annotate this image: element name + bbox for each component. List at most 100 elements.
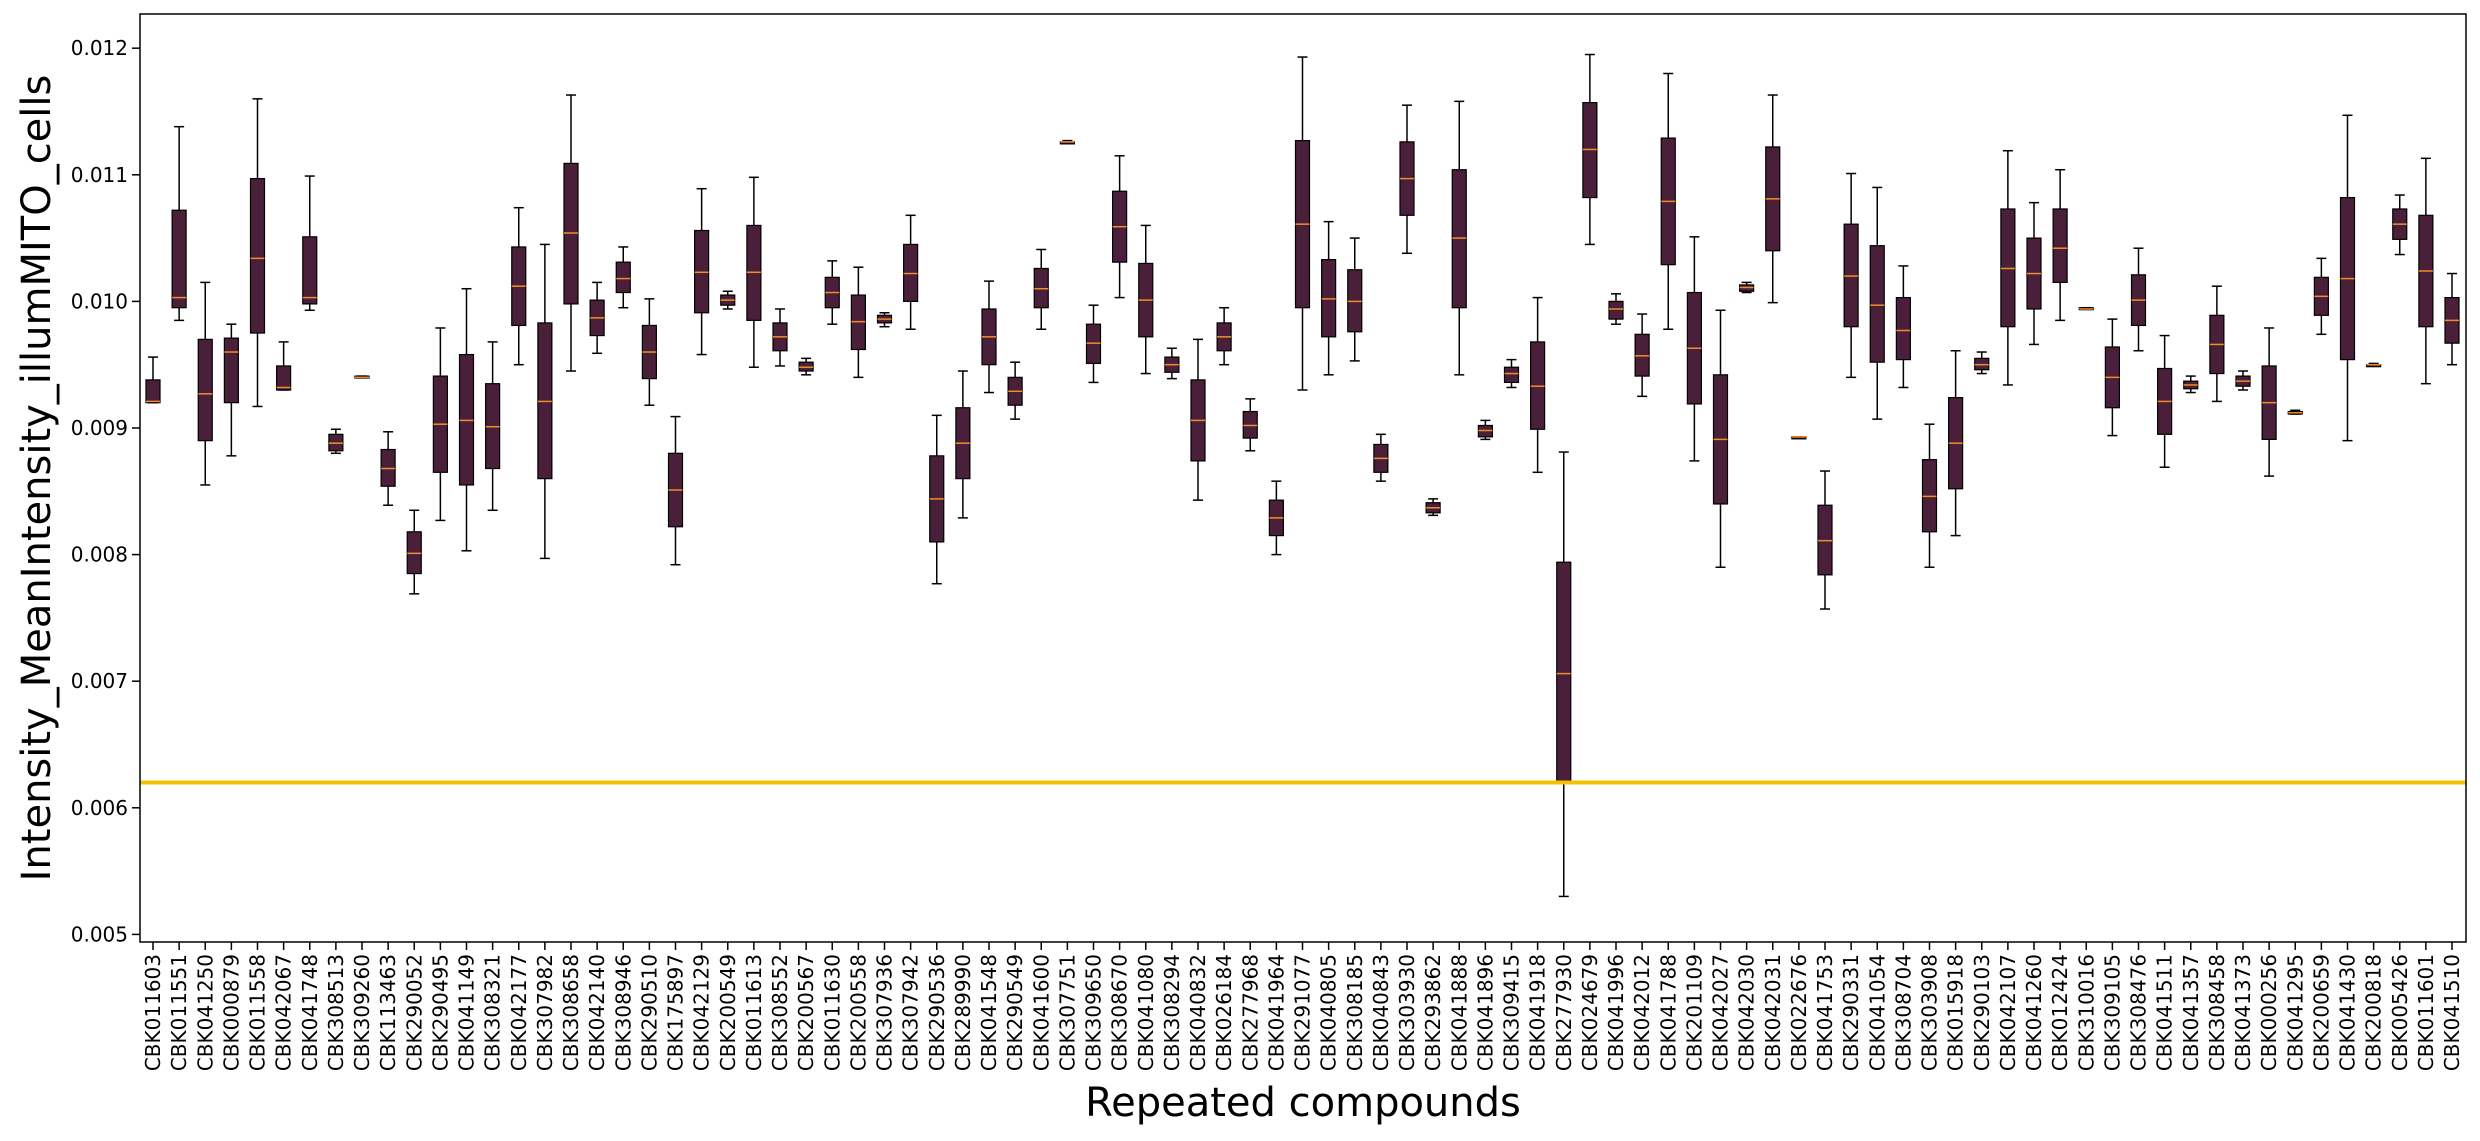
x-tick-label: CBK290103 [1970, 954, 1994, 1071]
y-tick-label: 0.011 [71, 163, 128, 187]
box-CBK310016 [2078, 306, 2094, 311]
box-body [197, 338, 213, 442]
x-tick-label: CBK310016 [2074, 954, 2098, 1071]
box-CBK041510 [2444, 272, 2460, 366]
x-tick-label: CBK040843 [1369, 954, 1393, 1071]
box-CBK011551 [171, 125, 187, 322]
x-tick-label: CBK042027 [1709, 954, 1733, 1071]
box-CBK041548 [981, 280, 997, 394]
box-CBK041080 [1138, 224, 1154, 375]
box-CBK308458 [2209, 285, 2225, 403]
x-tick-label: CBK175897 [664, 954, 688, 1071]
x-tick-label: CBK200567 [794, 954, 818, 1071]
box-CBK303908 [1921, 423, 1938, 569]
box-CBK307942 [903, 214, 919, 330]
x-tick-label: CBK303930 [1395, 954, 1419, 1071]
box-CBK307982 [537, 243, 553, 560]
x-tick-label: CBK011551 [167, 954, 191, 1071]
box-CBK308321 [485, 341, 501, 512]
box-CBK042129 [694, 187, 710, 356]
x-tick-label: CBK041373 [2231, 954, 2255, 1071]
y-axis-ticks: 0.005 0.006 0.007 0.008 0.009 0.010 0.011 0.012 [71, 36, 140, 946]
box-CBK042140 [589, 281, 605, 355]
x-tick-label: CBK041149 [455, 954, 479, 1071]
box-CBK041753 [1817, 470, 1833, 610]
x-tick-label: CBK307751 [1055, 954, 1079, 1071]
x-tick-label: CBK041357 [2179, 954, 2203, 1071]
x-tick-label: CBK000256 [2257, 954, 2281, 1071]
box-CBK041511 [2157, 334, 2173, 468]
x-tick-label: CBK011601 [2414, 954, 2438, 1071]
x-tick-label: CBK308946 [611, 954, 635, 1071]
x-tick-label: CBK041918 [1526, 954, 1550, 1071]
box-series [145, 53, 2460, 898]
y-tick-label: 0.012 [71, 36, 128, 60]
box-CBK290103 [1974, 351, 1990, 375]
box-CBK041996 [1608, 293, 1624, 325]
y-axis-title: Intensity_MeanIntensity_illumMITO_cells [14, 75, 60, 882]
box-body [1556, 561, 1572, 784]
x-tick-label: CBK011558 [246, 954, 270, 1071]
box-CBK277968 [1242, 398, 1258, 452]
box-CBK201109 [1686, 236, 1702, 462]
x-tick-label: CBK041964 [1264, 954, 1288, 1071]
x-tick-label: CBK042129 [690, 954, 714, 1071]
x-tick-label: CBK042177 [507, 954, 531, 1071]
box-CBK308185 [1347, 237, 1363, 362]
box-CBK041896 [1477, 419, 1493, 441]
box-CBK291077 [1294, 56, 1311, 391]
box-body [1608, 300, 1624, 320]
box-CBK041964 [1268, 480, 1284, 556]
x-tick-label: CBK041896 [1473, 954, 1497, 1071]
box-CBK290331 [1843, 172, 1859, 379]
x-tick-label: CBK041996 [1604, 954, 1628, 1071]
box-CBK290052 [406, 509, 422, 595]
box-CBK041748 [302, 175, 318, 312]
box-body [1503, 366, 1520, 384]
box-CBK015918 [1948, 350, 1964, 537]
box-CBK040843 [1373, 433, 1389, 482]
x-tick-label: CBK041510 [2440, 954, 2464, 1071]
box-CBK113463 [380, 431, 396, 506]
x-tick-label: CBK042030 [1735, 954, 1759, 1071]
box-CBK200818 [2366, 362, 2382, 368]
box-CBK022676 [1791, 436, 1807, 440]
x-tick-label: CBK041250 [193, 954, 217, 1071]
box-CBK293862 [1425, 498, 1441, 517]
box-CBK000879 [223, 323, 239, 457]
box-CBK041918 [1530, 296, 1546, 474]
box-CBK308476 [2130, 247, 2147, 352]
x-tick-label: CBK041753 [1813, 954, 1837, 1071]
box-CBK026184 [1216, 306, 1232, 366]
box-CBK042012 [1634, 313, 1650, 398]
x-tick-label: CBK200659 [2309, 954, 2333, 1071]
box-body [276, 365, 292, 391]
box-CBK307751 [1059, 139, 1075, 145]
y-tick-label: 0.006 [71, 796, 128, 820]
box-CBK290510 [641, 298, 657, 406]
box-CBK041430 [2339, 114, 2356, 442]
x-tick-label: CBK290549 [1003, 954, 1027, 1071]
x-tick-label: CBK024679 [1578, 954, 1602, 1071]
x-tick-label: CBK041260 [2022, 954, 2046, 1071]
box-CBK308704 [1895, 265, 1911, 389]
x-tick-label: CBK040805 [1317, 954, 1341, 1071]
x-tick-label: CBK308552 [768, 954, 792, 1071]
box-body [1869, 245, 1885, 363]
plot-frame [139, 13, 2467, 943]
box-CBK042027 [1712, 309, 1729, 569]
x-tick-label: CBK309415 [1500, 954, 1524, 1071]
x-axis-ticks: CBK011603 CBK011551 CBK041250 CBK000879 CBK0… [141, 942, 2464, 1071]
box-CBK175897 [667, 415, 684, 566]
x-tick-label: CBK308704 [1891, 954, 1915, 1071]
box-CBK041054 [1869, 186, 1885, 420]
x-tick-label: CBK042031 [1761, 954, 1785, 1071]
x-tick-label: CBK308294 [1160, 954, 1184, 1071]
box-CBK042031 [1765, 94, 1781, 304]
x-tick-label: CBK005426 [2388, 954, 2412, 1071]
x-tick-label: CBK308458 [2205, 954, 2229, 1071]
box-CBK308552 [772, 308, 788, 367]
box-CBK200567 [798, 357, 814, 376]
x-tick-label: CBK308185 [1343, 954, 1367, 1071]
